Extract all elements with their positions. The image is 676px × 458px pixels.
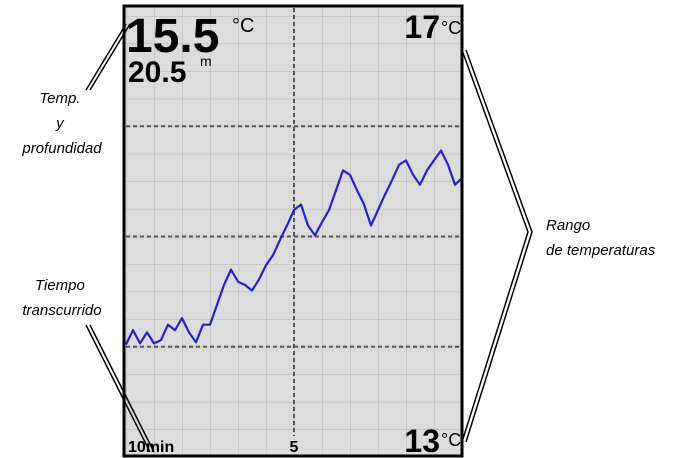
- temperature-readout: 15.5: [126, 10, 219, 63]
- x-tick-label: 10min: [128, 439, 174, 456]
- range-max-unit: °C: [441, 18, 461, 38]
- callout-temp-depth: Temp. y profundidad: [21, 90, 102, 157]
- x-tick-label: 5: [290, 439, 299, 456]
- range-max: 17: [404, 9, 440, 45]
- range-min-unit: °C: [441, 430, 461, 450]
- temperature-trace: [125, 149, 463, 345]
- callout-leaders: [85, 23, 533, 453]
- callout-elapsed: Tiempo transcurrido: [22, 277, 101, 319]
- depth-unit: m: [200, 53, 212, 69]
- range-min: 13: [404, 423, 440, 458]
- screen-border: [122, 4, 464, 458]
- temperature-unit: °C: [232, 15, 254, 37]
- callout-range: Rango de temperaturas: [546, 217, 656, 259]
- depth-readout: 20.5: [128, 56, 186, 89]
